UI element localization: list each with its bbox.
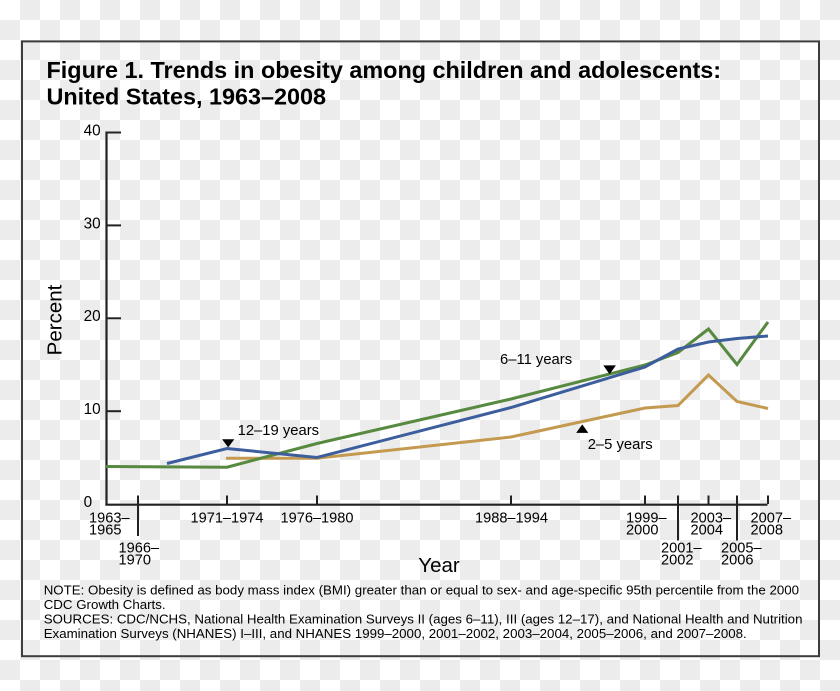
- svg-text:1970: 1970: [119, 553, 151, 569]
- svg-text:CDC Growth Charts.: CDC Growth Charts.: [44, 597, 166, 612]
- svg-text:40: 40: [84, 122, 101, 139]
- svg-text:2008: 2008: [751, 523, 783, 539]
- svg-text:Percent: Percent: [43, 284, 66, 355]
- svg-text:Figure 1. Trends in obesity am: Figure 1. Trends in obesity among childr…: [47, 57, 722, 83]
- svg-text:1966–: 1966–: [119, 540, 160, 556]
- svg-text:1999–: 1999–: [626, 511, 667, 527]
- svg-text:2007–: 2007–: [751, 511, 792, 527]
- svg-text:2005–: 2005–: [721, 540, 762, 556]
- svg-text:Examination Surveys (NHANES) I: Examination Surveys (NHANES) I–III, and …: [44, 626, 747, 641]
- svg-text:1965: 1965: [89, 523, 121, 539]
- svg-text:1988–1994: 1988–1994: [475, 511, 548, 527]
- svg-text:10: 10: [84, 401, 101, 418]
- svg-text:2003–: 2003–: [691, 511, 732, 527]
- svg-text:30: 30: [84, 215, 101, 232]
- svg-text:2001–: 2001–: [661, 540, 702, 556]
- svg-text:Year: Year: [418, 554, 460, 577]
- svg-text:NOTE: Obesity is defined as bo: NOTE: Obesity is defined as body mass in…: [44, 582, 799, 597]
- svg-text:6–11 years: 6–11 years: [500, 352, 572, 368]
- svg-text:1971–1974: 1971–1974: [190, 511, 263, 527]
- svg-text:2004: 2004: [691, 523, 723, 539]
- svg-text:SOURCES: CDC/NCHS, National He: SOURCES: CDC/NCHS, National Health Exami…: [44, 611, 803, 626]
- svg-text:2002: 2002: [661, 553, 693, 569]
- svg-text:2006: 2006: [721, 553, 753, 569]
- svg-text:1976–1980: 1976–1980: [280, 511, 353, 527]
- svg-text:2–5 years: 2–5 years: [588, 437, 653, 453]
- svg-text:20: 20: [84, 308, 101, 325]
- svg-text:1963–: 1963–: [89, 511, 130, 527]
- svg-text:2000: 2000: [626, 523, 658, 539]
- svg-text:12–19 years: 12–19 years: [238, 423, 319, 439]
- svg-text:0: 0: [84, 494, 93, 511]
- svg-text:United States, 1963–2008: United States, 1963–2008: [47, 83, 327, 109]
